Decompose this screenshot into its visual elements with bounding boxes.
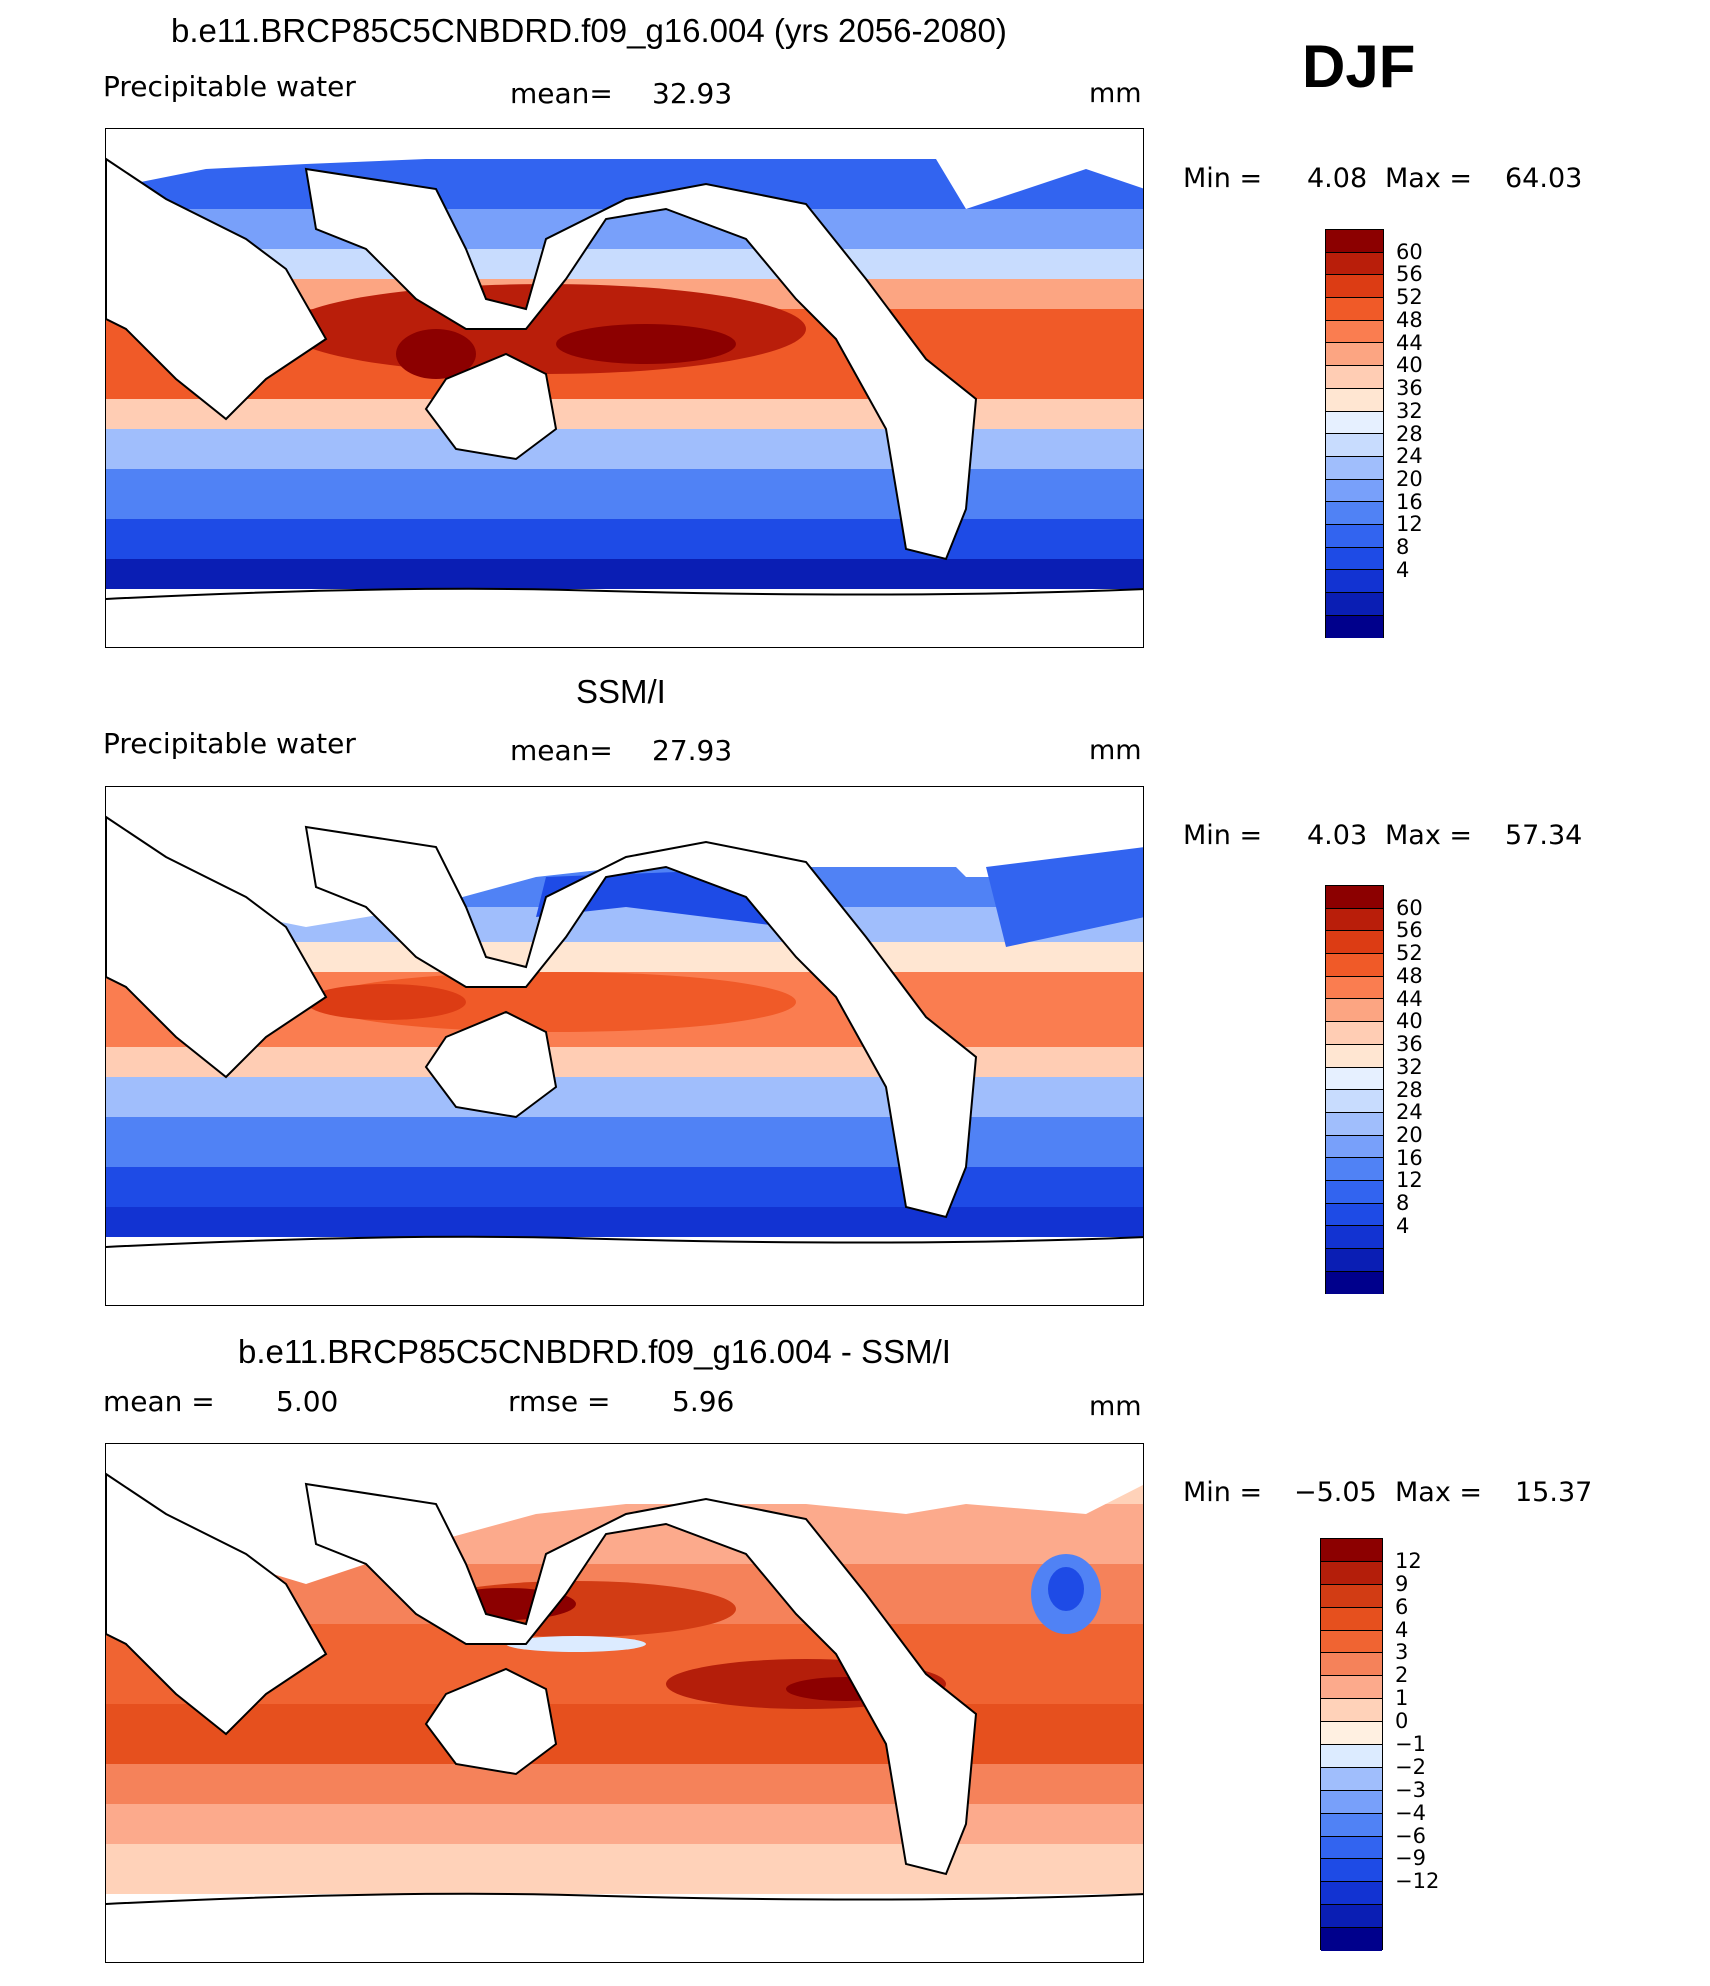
colorbar-tick-label: 40 bbox=[1396, 353, 1423, 378]
colorbar-tick-label: 9 bbox=[1395, 1571, 1409, 1596]
colorbar-tick-label: 52 bbox=[1396, 285, 1423, 310]
colorbar-tick-label: 3 bbox=[1395, 1640, 1409, 1665]
panel1-field-label: Precipitable water bbox=[103, 70, 356, 103]
colorbar-tick-label: 36 bbox=[1396, 1032, 1423, 1057]
colorbar-tick-label: 12 bbox=[1395, 1548, 1422, 1573]
colorbar-tick-label: 24 bbox=[1396, 1100, 1423, 1125]
colorbar-tick-label: 8 bbox=[1396, 1191, 1410, 1216]
colorbar-tick-label: 48 bbox=[1396, 963, 1423, 988]
colorbar-tick-label: 6 bbox=[1395, 1594, 1409, 1619]
panel3-max-value: 15.37 bbox=[1515, 1477, 1593, 1508]
colorbar-tick-label: −1 bbox=[1395, 1732, 1426, 1756]
colorbar-tick-label: 12 bbox=[1396, 1168, 1423, 1193]
colorbar-tick-label: 12 bbox=[1396, 512, 1423, 537]
colorbar-tick-label: 16 bbox=[1396, 1145, 1423, 1170]
colorbar-tick-label: 48 bbox=[1396, 307, 1423, 332]
colorbar-tick-label: 44 bbox=[1396, 986, 1423, 1011]
colorbar-tick-label: −4 bbox=[1395, 1800, 1426, 1825]
colorbar-tick-label: 32 bbox=[1396, 398, 1423, 423]
panel2-max-value: 57.34 bbox=[1505, 820, 1583, 851]
panel2-min-label: Min = bbox=[1183, 820, 1263, 851]
panel2-mean-label: mean= bbox=[510, 734, 613, 767]
colorbar-tick-label: 40 bbox=[1396, 1009, 1423, 1034]
panel3-colorbar bbox=[1320, 1538, 1383, 1952]
panel2-units: mm bbox=[1089, 735, 1142, 766]
panel1-title: b.e11.BRCP85C5CNBDRD.f09_g16.004 (yrs 20… bbox=[171, 12, 1007, 49]
panel3-title: b.e11.BRCP85C5CNBDRD.f09_g16.004 - SSM/I bbox=[238, 1333, 951, 1370]
panel1-colorbar bbox=[1325, 229, 1384, 639]
colorbar-tick-label: 1 bbox=[1395, 1686, 1409, 1711]
colorbar-tick-label: 4 bbox=[1396, 557, 1410, 582]
colorbar-tick-label: −3 bbox=[1395, 1777, 1426, 1802]
panel3-mean-label: mean = bbox=[103, 1385, 215, 1418]
colorbar-tick-label: −12 bbox=[1395, 1869, 1440, 1894]
panel3-rmse-label: rmse = bbox=[508, 1385, 611, 1418]
colorbar-tick-label: 4 bbox=[1396, 1213, 1410, 1238]
colorbar-tick-label: −9 bbox=[1395, 1846, 1426, 1871]
season-label: DJF bbox=[1302, 33, 1416, 100]
colorbar-tick-label: 52 bbox=[1396, 941, 1423, 966]
panel2-colorbar bbox=[1325, 885, 1384, 1295]
panel1-mean-label: mean= bbox=[510, 77, 613, 110]
panel3-max-label: Max = bbox=[1395, 1477, 1483, 1508]
panel2-title: SSM/I bbox=[576, 673, 666, 710]
panel3-min-label: Min = bbox=[1183, 1477, 1263, 1508]
colorbar-tick-label: 28 bbox=[1396, 421, 1423, 446]
panel2-mean-value: 27.93 bbox=[652, 734, 733, 767]
panel3-mean-value: 5.00 bbox=[276, 1385, 339, 1418]
panel3-min-value: −5.05 bbox=[1294, 1477, 1377, 1508]
colorbar-tick-label: 8 bbox=[1396, 535, 1410, 560]
colorbar-tick-label: 16 bbox=[1396, 489, 1423, 514]
panel1-mean-value: 32.93 bbox=[652, 77, 733, 110]
panel1-min-value: 4.08 bbox=[1307, 163, 1368, 194]
colorbar-tick-label: 20 bbox=[1396, 466, 1423, 491]
colorbar-tick-label: 4 bbox=[1395, 1617, 1409, 1642]
panel1-max-value: 64.03 bbox=[1505, 163, 1583, 194]
panel2-field-label: Precipitable water bbox=[103, 727, 356, 760]
colorbar-tick-label: 2 bbox=[1395, 1663, 1409, 1688]
colorbar-tick-label: 56 bbox=[1396, 918, 1423, 943]
colorbar-tick-label: 28 bbox=[1396, 1077, 1423, 1102]
panel3-units: mm bbox=[1089, 1391, 1142, 1422]
colorbar-tick-label: 20 bbox=[1396, 1122, 1423, 1147]
panel3-map bbox=[105, 1443, 1144, 1963]
colorbar-tick-label: 0 bbox=[1395, 1709, 1409, 1734]
colorbar-tick-label: 36 bbox=[1396, 376, 1423, 401]
panel2-max-label: Max = bbox=[1385, 820, 1473, 851]
panel1-map bbox=[105, 128, 1144, 648]
colorbar-tick-label: 60 bbox=[1396, 239, 1423, 264]
colorbar-tick-label: 32 bbox=[1396, 1054, 1423, 1079]
colorbar-tick-label: 24 bbox=[1396, 444, 1423, 469]
panel2-min-value: 4.03 bbox=[1307, 820, 1368, 851]
panel2-map bbox=[105, 786, 1144, 1306]
panel3-rmse-value: 5.96 bbox=[672, 1385, 735, 1418]
panel1-min-label: Min = bbox=[1183, 163, 1263, 194]
panel1-units: mm bbox=[1089, 78, 1142, 109]
colorbar-tick-label: 60 bbox=[1396, 895, 1423, 920]
colorbar-tick-label: 44 bbox=[1396, 330, 1423, 355]
colorbar-tick-label: −2 bbox=[1395, 1754, 1426, 1779]
colorbar-tick-label: −6 bbox=[1395, 1823, 1426, 1848]
colorbar-tick-label: 56 bbox=[1396, 262, 1423, 287]
panel1-max-label: Max = bbox=[1385, 163, 1473, 194]
